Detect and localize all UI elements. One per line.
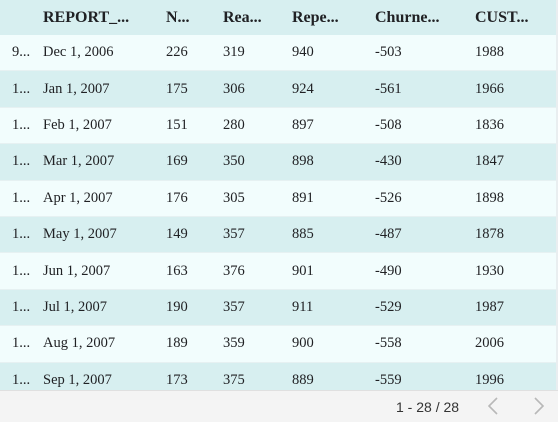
column-header[interactable]: REPORT_...	[43, 8, 130, 26]
table-cell: 924	[292, 80, 314, 97]
table-cell: 1...	[12, 226, 31, 243]
table-header: REPORT_... N... Rea... Repe... Churne... CUST…	[0, 0, 558, 35]
table-cell: 306	[223, 80, 245, 97]
table-cell: 2006	[475, 335, 504, 352]
table-row[interactable]: 1... Jul 1, 2007 190 357 911 -529 1987	[0, 289, 558, 327]
table-cell: 1988	[475, 44, 504, 61]
table-cell: 375	[223, 371, 245, 388]
table-cell: 175	[166, 80, 188, 97]
table-cell: 1878	[475, 226, 504, 243]
table-cell: 911	[292, 298, 314, 315]
table-cell: 163	[166, 262, 188, 279]
table-cell: 940	[292, 44, 314, 61]
table-row[interactable]: 1... Mar 1, 2007 169 350 898 -430 1847	[0, 144, 558, 181]
pagination-bar: 1 - 28 / 28	[0, 390, 558, 422]
table-cell: 357	[223, 298, 245, 315]
table-cell: 280	[223, 116, 245, 133]
data-table: REPORT_... N... Rea... Repe... Churne... CUST…	[0, 0, 558, 399]
table-cell: 1836	[475, 116, 504, 133]
table-cell: 885	[292, 226, 314, 243]
table-body: 9... Dec 1, 2006 226 319 940 -503 1988 1... Jan …	[0, 35, 558, 399]
chevron-left-icon	[487, 397, 498, 415]
table-cell: Aug 1, 2007	[43, 335, 116, 352]
table-cell: -529	[375, 298, 402, 315]
table-cell: 9...	[12, 44, 31, 61]
table-cell: 350	[223, 153, 245, 170]
table-cell: 190	[166, 298, 188, 315]
table-row[interactable]: 1... May 1, 2007 149 357 885 -487 1878	[0, 216, 558, 254]
table-cell: 226	[166, 44, 188, 61]
table-cell: 1...	[12, 189, 31, 206]
table-cell: Feb 1, 2007	[43, 116, 112, 133]
table-cell: -503	[375, 44, 402, 61]
scrollbar-track[interactable]	[556, 0, 558, 390]
table-cell: -561	[375, 80, 402, 97]
table-cell: 900	[292, 335, 314, 352]
table-cell: Sep 1, 2007	[43, 371, 112, 388]
table-cell: Jul 1, 2007	[43, 298, 108, 315]
table-cell: Apr 1, 2007	[43, 189, 113, 206]
table-cell: 1898	[475, 189, 504, 206]
table-cell: 901	[292, 262, 314, 279]
table-cell: -558	[375, 335, 402, 352]
table-cell: 169	[166, 153, 188, 170]
column-header[interactable]: Rea...	[223, 8, 262, 26]
chevron-right-icon	[534, 397, 545, 415]
table-cell: 305	[223, 189, 245, 206]
table-cell: 176	[166, 189, 188, 206]
table-cell: 1930	[475, 262, 504, 279]
table-cell: 898	[292, 153, 314, 170]
table-row[interactable]: 1... Jun 1, 2007 163 376 901 -490 1930	[0, 253, 558, 290]
table-row[interactable]: 1... Aug 1, 2007 189 359 900 -558 2006	[0, 326, 558, 363]
table-cell: 1...	[12, 153, 31, 170]
table-cell: -487	[375, 226, 402, 243]
table-row[interactable]: 1... Feb 1, 2007 151 280 897 -508 1836	[0, 107, 558, 145]
table-cell: 1...	[12, 298, 31, 315]
table-cell: 1987	[475, 298, 504, 315]
table-cell: 1...	[12, 116, 31, 133]
column-header[interactable]: Repe...	[292, 8, 339, 26]
table-cell: -508	[375, 116, 402, 133]
table-cell: 1996	[475, 371, 504, 388]
table-cell: 151	[166, 116, 188, 133]
table-cell: 1966	[475, 80, 504, 97]
column-header[interactable]: N...	[166, 8, 190, 26]
column-header[interactable]: Churne...	[375, 8, 440, 26]
table-cell: -490	[375, 262, 402, 279]
table-cell: 1...	[12, 335, 31, 352]
table-cell: Mar 1, 2007	[43, 153, 115, 170]
table-cell: 891	[292, 189, 314, 206]
table-cell: -559	[375, 371, 402, 388]
table-cell: -526	[375, 189, 402, 206]
previous-page-button[interactable]	[482, 395, 504, 417]
table-cell: 189	[166, 335, 188, 352]
table-cell: 1...	[12, 371, 31, 388]
table-cell: 1...	[12, 80, 31, 97]
table-cell: May 1, 2007	[43, 226, 117, 243]
table-cell: 897	[292, 116, 314, 133]
table-cell: 319	[223, 44, 245, 61]
table-cell: Jan 1, 2007	[43, 80, 110, 97]
column-header[interactable]: CUST...	[475, 8, 529, 26]
table-cell: 889	[292, 371, 314, 388]
table-cell: -430	[375, 153, 402, 170]
table-cell: Dec 1, 2006	[43, 44, 114, 61]
table-cell: 357	[223, 226, 245, 243]
table-cell: 376	[223, 262, 245, 279]
next-page-button[interactable]	[528, 395, 550, 417]
table-cell: 149	[166, 226, 188, 243]
table-row[interactable]: 9... Dec 1, 2006 226 319 940 -503 1988	[0, 35, 558, 72]
table-cell: 1...	[12, 262, 31, 279]
table-cell: 1847	[475, 153, 504, 170]
table-row[interactable]: 1... Jan 1, 2007 175 306 924 -561 1966	[0, 71, 558, 108]
table-cell: 359	[223, 335, 245, 352]
table-cell: Jun 1, 2007	[43, 262, 111, 279]
pagination-range: 1 - 28 / 28	[396, 399, 460, 415]
table-cell: 173	[166, 371, 188, 388]
table-row[interactable]: 1... Apr 1, 2007 176 305 891 -526 1898	[0, 180, 558, 217]
